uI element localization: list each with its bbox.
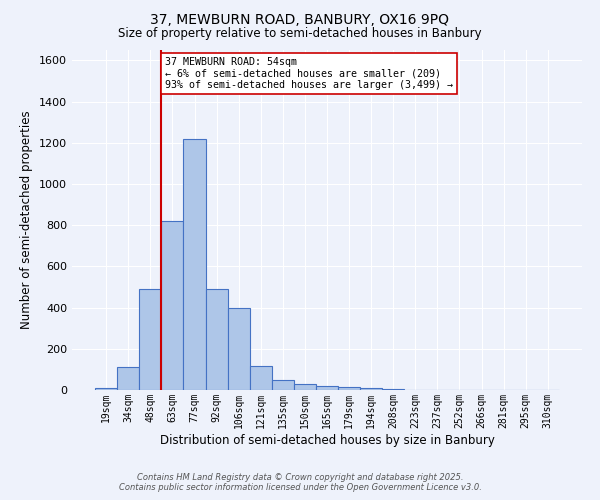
Bar — [95, 388, 117, 390]
Bar — [227, 308, 250, 390]
Text: 37, MEWBURN ROAD, BANBURY, OX16 9PQ: 37, MEWBURN ROAD, BANBURY, OX16 9PQ — [151, 12, 449, 26]
Bar — [250, 366, 272, 390]
Bar — [360, 388, 382, 390]
Bar — [382, 389, 404, 390]
Bar — [294, 384, 316, 390]
Bar — [316, 386, 338, 390]
Bar — [117, 368, 139, 390]
Text: 37 MEWBURN ROAD: 54sqm
← 6% of semi-detached houses are smaller (209)
93% of sem: 37 MEWBURN ROAD: 54sqm ← 6% of semi-deta… — [165, 57, 453, 90]
Bar — [338, 387, 360, 390]
Bar — [161, 221, 184, 390]
Y-axis label: Number of semi-detached properties: Number of semi-detached properties — [20, 110, 34, 330]
Bar — [139, 289, 161, 390]
X-axis label: Distribution of semi-detached houses by size in Banbury: Distribution of semi-detached houses by … — [160, 434, 494, 446]
Text: Contains HM Land Registry data © Crown copyright and database right 2025.
Contai: Contains HM Land Registry data © Crown c… — [119, 473, 481, 492]
Bar — [272, 380, 294, 390]
Bar — [184, 138, 206, 390]
Bar — [206, 289, 227, 390]
Text: Size of property relative to semi-detached houses in Banbury: Size of property relative to semi-detach… — [118, 28, 482, 40]
